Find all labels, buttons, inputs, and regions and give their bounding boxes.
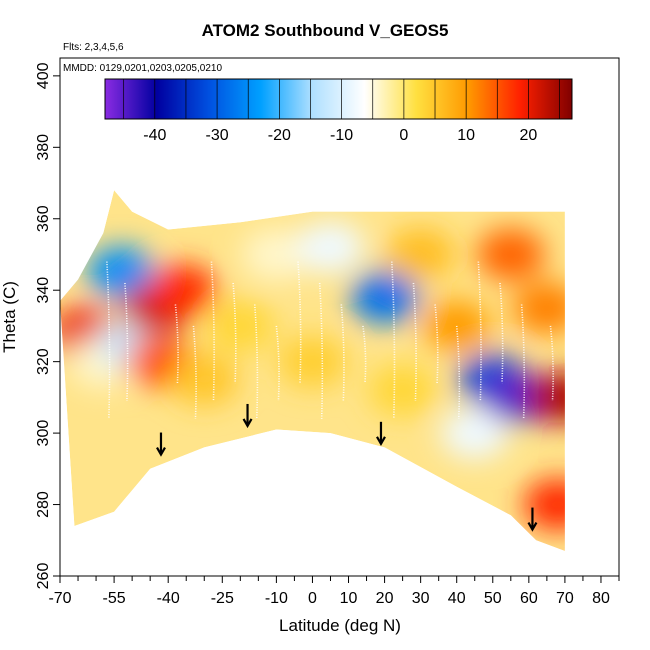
flights-note: Flts: 2,3,4,5,6 (63, 42, 124, 53)
value-patch (242, 228, 311, 281)
flight-track (412, 283, 417, 401)
flight-track (549, 325, 554, 401)
colorbar-label: -10 (330, 127, 353, 144)
arrows (156, 403, 538, 532)
value-patch (206, 299, 275, 352)
x-tick-label: 80 (592, 590, 610, 607)
x-tick-label: 40 (448, 590, 466, 607)
y-tick-label: 320 (35, 348, 52, 375)
x-tick-label: -55 (103, 590, 126, 607)
flight-track (499, 282, 504, 384)
value-patch (523, 478, 565, 531)
value-patch (170, 353, 239, 406)
arrow-marker (376, 421, 386, 447)
colorbar: -40 -30 -20 -10 0 10 20 (104, 78, 573, 144)
value-patch (476, 228, 545, 281)
colorbar-label: -40 (143, 127, 166, 144)
colorbar-label: -30 (206, 127, 229, 144)
flight-track (124, 283, 129, 401)
colorbar-gradient (104, 78, 573, 120)
flight-track (210, 261, 215, 401)
y-tick-label: 280 (35, 491, 52, 518)
y-tick-label: 400 (35, 62, 52, 89)
x-tick-label: 0 (308, 590, 317, 607)
value-patch (148, 264, 217, 317)
x-tick-label: 20 (376, 590, 394, 607)
flight-track (106, 261, 111, 419)
x-tick-label: -10 (265, 590, 288, 607)
y-tick-label: 360 (35, 205, 52, 232)
x-axis: -70 -55 -40 -25 -10 0 10 20 30 40 50 60 70 80 (48, 575, 620, 607)
colorbar-label: -20 (268, 127, 291, 144)
flight-track (297, 261, 302, 384)
flight-track (318, 283, 324, 419)
flight-track (275, 325, 280, 401)
value-patch (368, 364, 437, 417)
flight-track (340, 304, 345, 401)
x-tick-label: 10 (340, 590, 358, 607)
value-patch (87, 246, 156, 299)
y-tick-label: 340 (35, 277, 52, 304)
x-axis-label: Latitude (deg N) (279, 616, 401, 635)
heatmap-field (60, 190, 565, 551)
x-tick-label: 50 (484, 590, 502, 607)
x-tick-label: -40 (157, 590, 180, 607)
value-patch (278, 335, 347, 388)
arrow-marker (156, 432, 166, 457)
y-axis-label: Theta (C) (0, 281, 19, 353)
chart-title: ATOM2 Southbound V_GEOS5 (202, 21, 449, 40)
y-axis: 260 280 300 320 340 360 380 400 (35, 62, 60, 589)
arrow-marker (242, 403, 253, 429)
flight-track (232, 282, 237, 384)
arrow-marker (527, 507, 538, 532)
value-patch (512, 282, 565, 335)
x-tick-label: 60 (520, 590, 538, 607)
x-tick-label: -70 (48, 590, 71, 607)
dates-note: MMDD: 0129,0201,0203,0205,0210 (63, 63, 222, 74)
y-tick-label: 380 (35, 134, 52, 161)
flight-track (390, 261, 396, 419)
value-patch (527, 371, 565, 424)
x-tick-label: -25 (211, 590, 234, 607)
colorbar-label: 20 (520, 127, 538, 144)
flight-track (477, 261, 482, 401)
x-tick-label: 70 (556, 590, 574, 607)
colorbar-label: 10 (457, 127, 475, 144)
value-patch (350, 271, 419, 324)
value-patch (386, 228, 455, 281)
y-tick-label: 260 (35, 563, 52, 590)
colorbar-label: 0 (399, 127, 408, 144)
x-tick-label: 30 (412, 590, 430, 607)
value-patch (296, 221, 365, 274)
value-patch (440, 407, 509, 460)
y-tick-label: 300 (35, 420, 52, 447)
